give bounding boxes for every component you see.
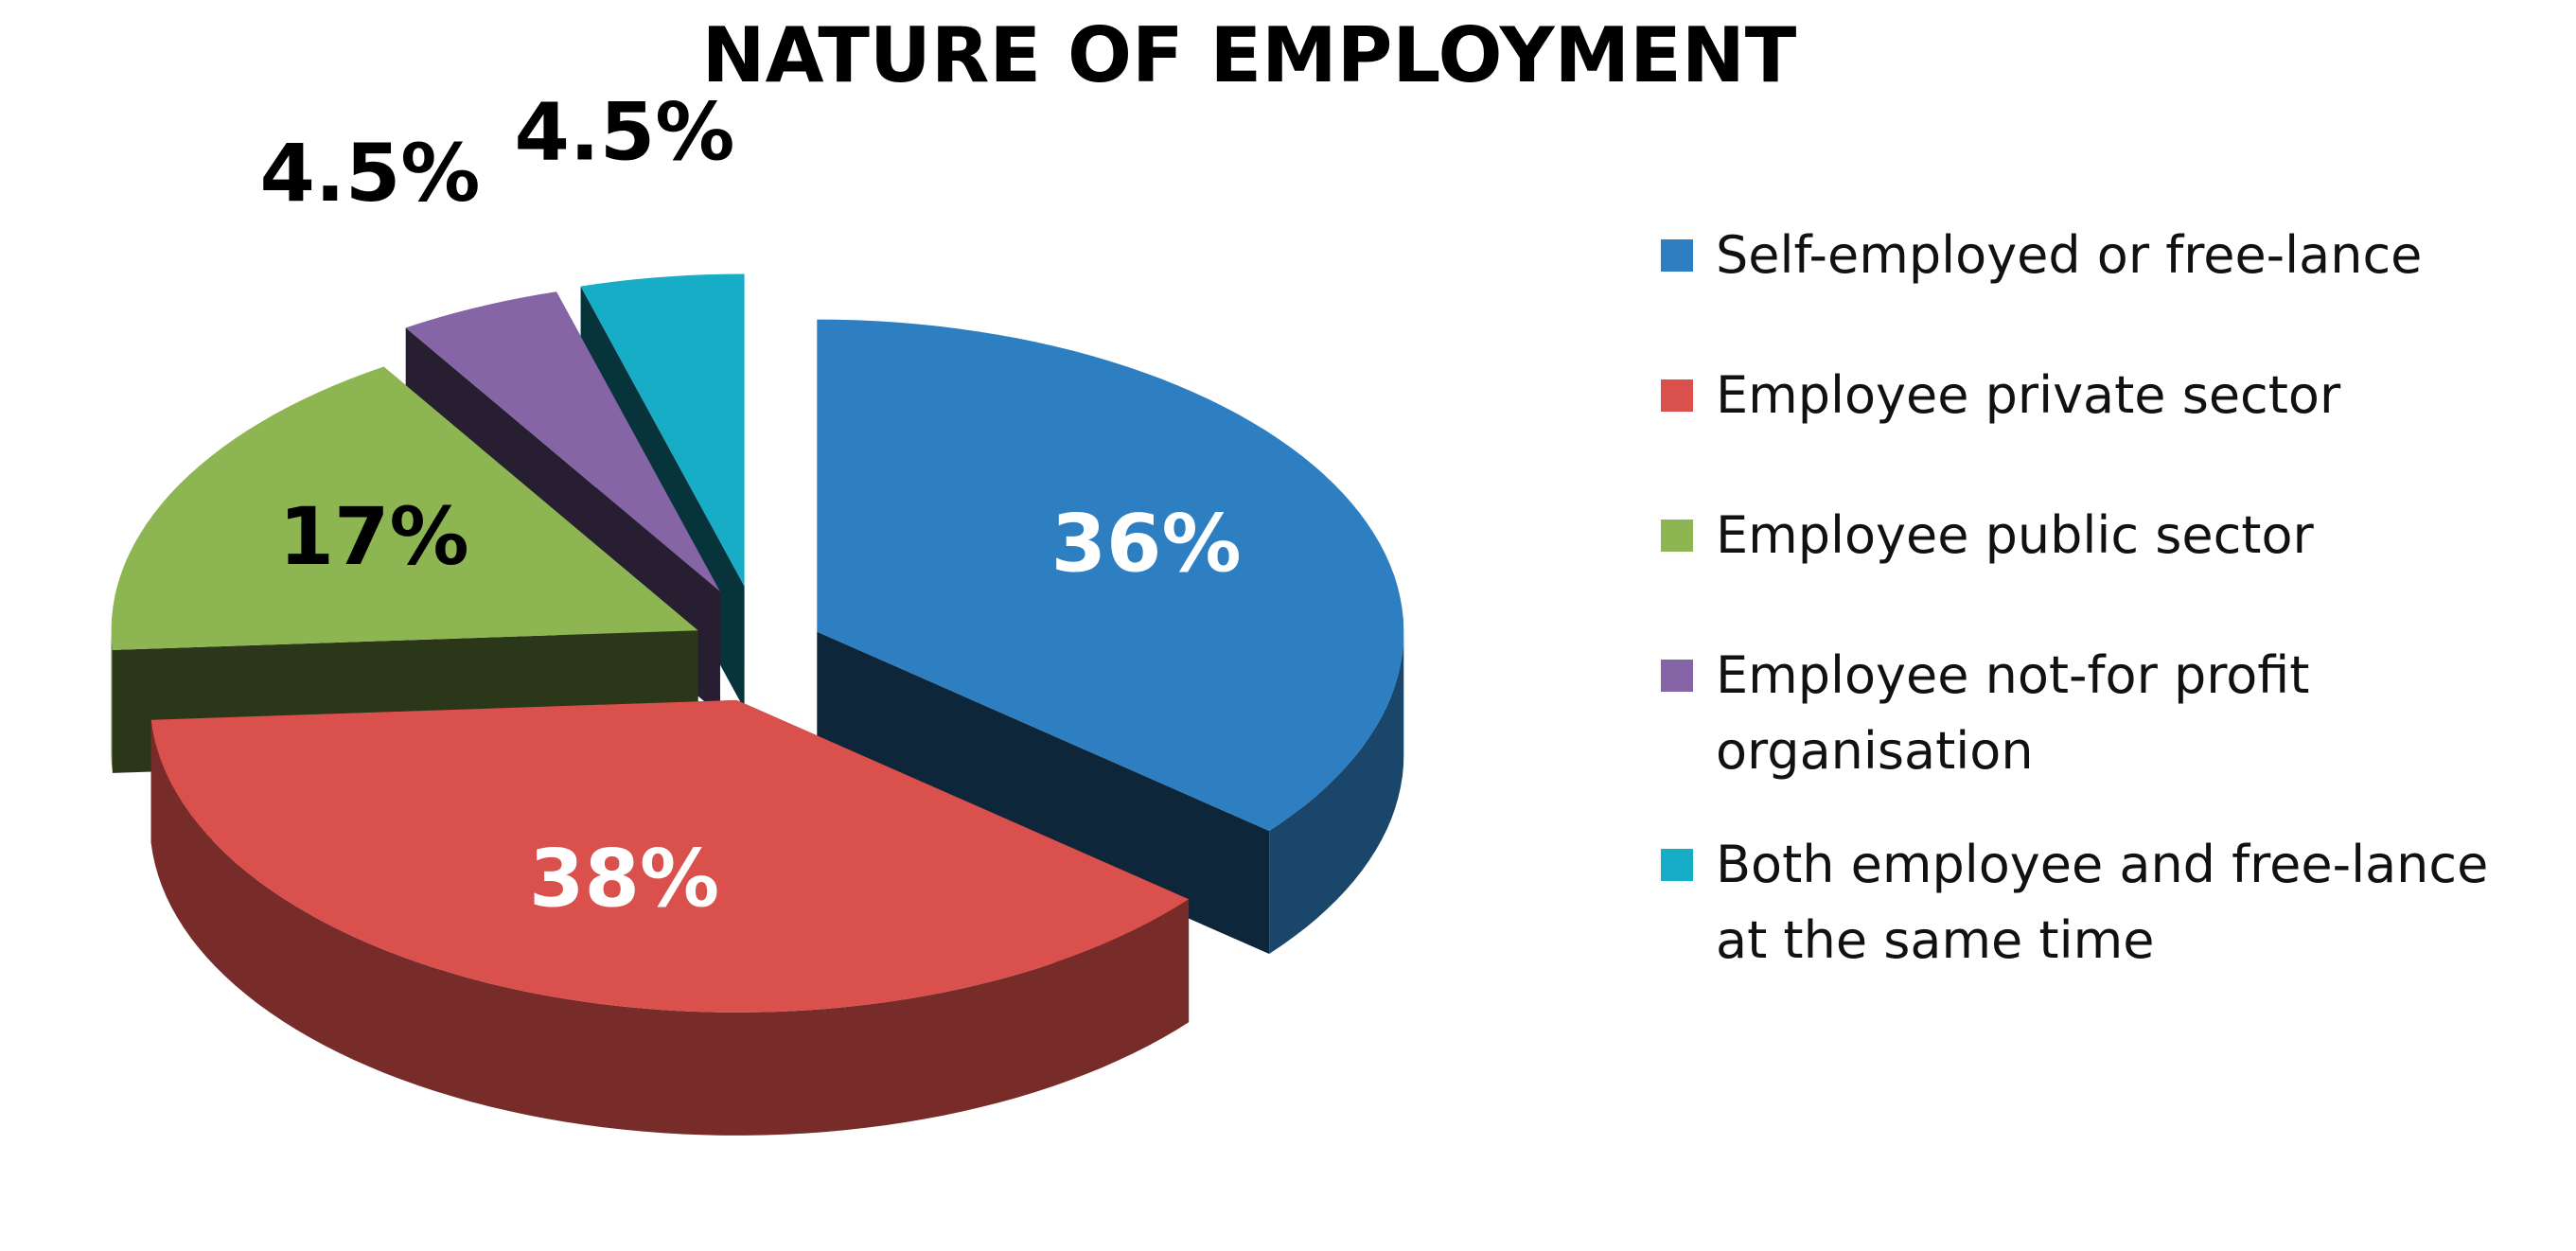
value-label: 4.5% — [259, 127, 480, 220]
slice-side — [150, 719, 1190, 1136]
value-label: 17% — [279, 490, 469, 583]
legend-label: Employee private sector — [1716, 365, 2341, 425]
legend-item: Self-employed or free-lance — [1661, 218, 2550, 293]
legend-label: Both employee and free-lance at the same… — [1716, 835, 2489, 970]
legend-item: Both employee and free-lance at the same… — [1661, 827, 2550, 978]
legend-swatch — [1661, 849, 1693, 881]
legend-label: Self-employed or free-lance — [1716, 225, 2423, 285]
slice-side — [817, 631, 1270, 954]
value-label: 36% — [1051, 497, 1242, 590]
legend-swatch — [1661, 379, 1693, 412]
legend-item: Employee not-for profit organisation — [1661, 638, 2550, 789]
slice — [405, 291, 720, 592]
legend-item: Employee private sector — [1661, 358, 2550, 433]
slice-side — [1269, 631, 1404, 954]
slice — [580, 273, 745, 587]
legend-swatch — [1661, 660, 1693, 692]
slice — [817, 319, 1404, 832]
chart-title: NATURE OF EMPLOYMENT — [702, 11, 1797, 99]
legend-item: Employee public sector — [1661, 498, 2550, 573]
slice-side — [111, 630, 113, 773]
value-label: 38% — [529, 832, 719, 925]
slice — [150, 699, 1190, 1013]
value-label: 4.5% — [514, 86, 734, 179]
legend-label: Employee not-for profit organisation — [1716, 645, 2310, 781]
legend: Self-employed or free-lance Employee priv… — [1661, 218, 2550, 978]
legend-swatch — [1661, 239, 1693, 272]
legend-swatch — [1661, 520, 1693, 552]
legend-label: Employee public sector — [1716, 505, 2314, 565]
slice — [111, 366, 698, 650]
